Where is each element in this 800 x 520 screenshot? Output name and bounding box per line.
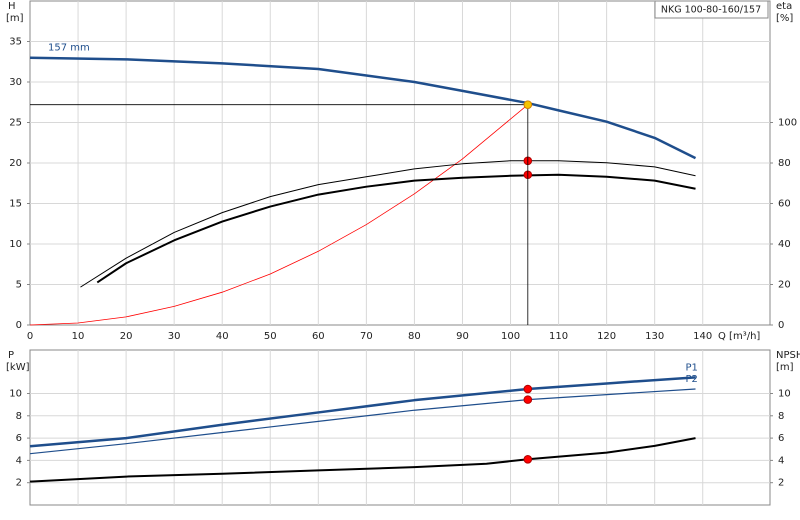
y-tick-label: 4 [16, 455, 22, 466]
curve [29, 376, 696, 448]
y2-tick-label: 100 [778, 118, 797, 129]
y2-axis-unit: [%] [776, 13, 793, 24]
x-tick-label: 130 [645, 331, 664, 342]
x-tick-label: 140 [693, 331, 712, 342]
series-label: P2 [686, 374, 698, 385]
x-tick-label: 80 [408, 331, 421, 342]
y2-tick-label: 10 [778, 388, 791, 399]
point-marker [523, 384, 533, 394]
y-tick-label: 6 [16, 433, 22, 444]
y2-tick-label: 8 [778, 411, 784, 422]
title-box [654, 0, 769, 19]
y2-tick-label: 0 [778, 320, 784, 331]
x-tick-label: 0 [27, 331, 33, 342]
series-label: P1 [686, 362, 698, 373]
plot-area [29, 349, 771, 506]
x-axis-label: Q [m³/h] [718, 331, 760, 342]
y-axis-label: P [8, 350, 14, 361]
y-axis-label: H [8, 1, 16, 12]
x-tick-label: 70 [360, 331, 373, 342]
curve [29, 437, 696, 483]
y-axis-unit: [kW] [6, 362, 30, 373]
y-tick-label: 2 [16, 478, 22, 489]
x-tick-label: 120 [597, 331, 616, 342]
x-tick-label: 20 [120, 331, 133, 342]
curve [29, 388, 696, 455]
chart-title: NKG 100-80-160/157 [661, 5, 761, 16]
x-tick-label: 40 [216, 331, 229, 342]
y-tick-label: 0 [16, 320, 22, 331]
y2-axis-unit: [m] [776, 362, 794, 373]
x-tick-label: 100 [501, 331, 520, 342]
x-tick-label: 110 [549, 331, 568, 342]
x-tick-label: 50 [264, 331, 277, 342]
x-tick-label: 30 [168, 331, 181, 342]
y2-tick-label: 60 [778, 199, 791, 210]
y-tick-label: 5 [16, 280, 22, 291]
y-tick-label: 10 [9, 239, 22, 250]
curve [29, 56, 697, 160]
point-marker [523, 395, 533, 404]
y-tick-label: 30 [9, 77, 22, 88]
x-tick-label: 10 [72, 331, 85, 342]
y-tick-label: 8 [16, 411, 22, 422]
y-tick-label: 25 [9, 118, 22, 129]
y2-tick-label: 80 [778, 158, 791, 169]
y-tick-label: 15 [9, 199, 22, 210]
x-tick-label: 90 [456, 331, 469, 342]
y2-tick-label: 20 [778, 280, 791, 291]
y2-tick-label: 40 [778, 239, 791, 250]
y2-tick-label: 2 [778, 478, 784, 489]
y2-tick-label: 6 [778, 433, 784, 444]
y-tick-label: 35 [9, 37, 22, 48]
curve [80, 160, 696, 288]
y-axis-unit: [m] [6, 13, 24, 24]
y2-axis-label: eta [776, 1, 792, 12]
curve [96, 173, 696, 284]
y-tick-label: 20 [9, 158, 22, 169]
curve [29, 104, 529, 326]
point-marker [523, 454, 533, 464]
point-marker [523, 100, 533, 109]
y-tick-label: 10 [9, 388, 22, 399]
y2-tick-label: 4 [778, 455, 784, 466]
y2-axis-label: NPSH [776, 350, 800, 361]
series-label: 157 mm [48, 43, 90, 54]
x-tick-label: 60 [312, 331, 325, 342]
